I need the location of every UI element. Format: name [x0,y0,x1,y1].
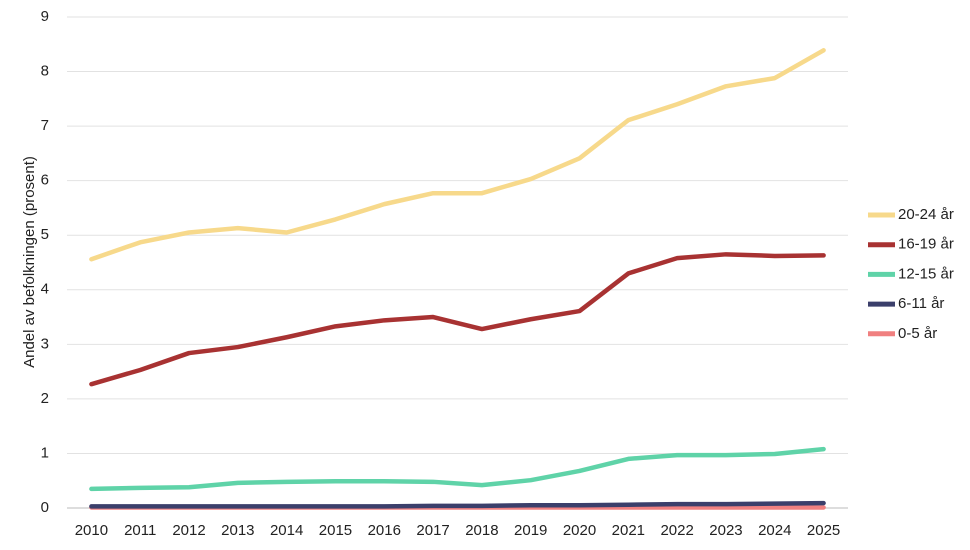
y-axis-title: Andel av befolkningen (prosent) [21,156,38,368]
y-tick-label: 7 [41,117,49,134]
legend-label: 0-5 år [898,325,937,342]
x-tick-label: 2013 [221,522,254,539]
y-tick-label: 1 [41,444,49,461]
x-tick-label: 2018 [465,522,498,539]
x-tick-label: 2020 [563,522,596,539]
x-tick-label: 2016 [368,522,401,539]
x-tick-label: 2025 [807,522,840,539]
x-tick-label: 2010 [75,522,108,539]
x-tick-label: 2024 [758,522,791,539]
y-tick-label: 5 [41,226,49,243]
y-tick-label: 3 [41,335,49,352]
legend-label: 12-15 år [898,265,954,282]
x-tick-label: 2022 [660,522,693,539]
y-tick-label: 9 [41,8,49,25]
x-tick-label: 2015 [319,522,352,539]
series-line [89,252,826,387]
x-tick-label: 2011 [124,522,156,539]
x-tick-label: 2019 [514,522,547,539]
legend-label: 16-19 år [898,236,954,253]
y-tick-label: 6 [41,172,49,189]
x-tick-label: 2021 [612,522,645,539]
series-line [89,446,826,492]
series-line [89,500,826,509]
legend-label: 6-11 år [898,295,944,312]
y-tick-label: 4 [41,281,49,298]
y-tick-label: 8 [41,63,49,80]
x-tick-label: 2017 [416,522,449,539]
x-tick-label: 2014 [270,522,303,539]
y-tick-label: 2 [41,390,49,407]
y-tick-label: 0 [41,499,49,516]
legend-label: 20-24 år [898,206,954,223]
x-tick-label: 2023 [709,522,742,539]
x-tick-label: 2012 [172,522,205,539]
series-line [89,48,826,262]
